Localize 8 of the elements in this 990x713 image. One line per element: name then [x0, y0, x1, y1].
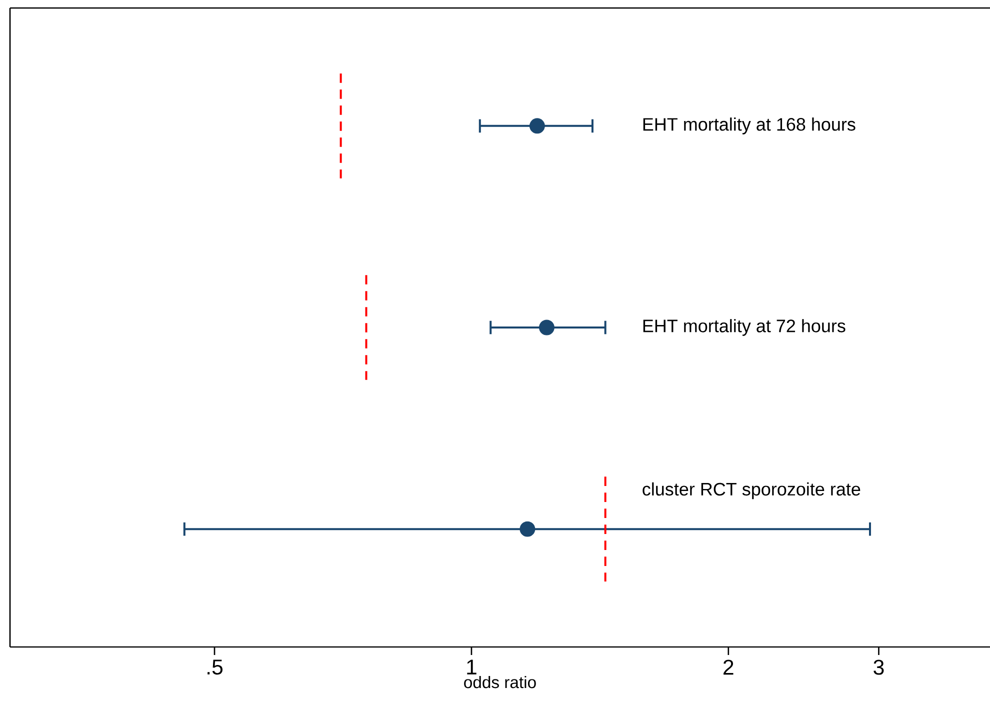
x-axis-title: odds ratio: [464, 676, 536, 688]
x-tick-label: .5: [208, 660, 223, 675]
y-tick-label: EHT mortality at 168 hours: [643, 118, 856, 134]
y-tick-label: EHT mortality at 72 hours: [643, 319, 846, 336]
x-tick-label: 3: [874, 660, 884, 675]
y-tick-label: cluster RCT sporozoite rate: [642, 482, 860, 500]
x-tick-label: 2: [724, 660, 734, 675]
x-tick-label: 1: [467, 660, 476, 674]
